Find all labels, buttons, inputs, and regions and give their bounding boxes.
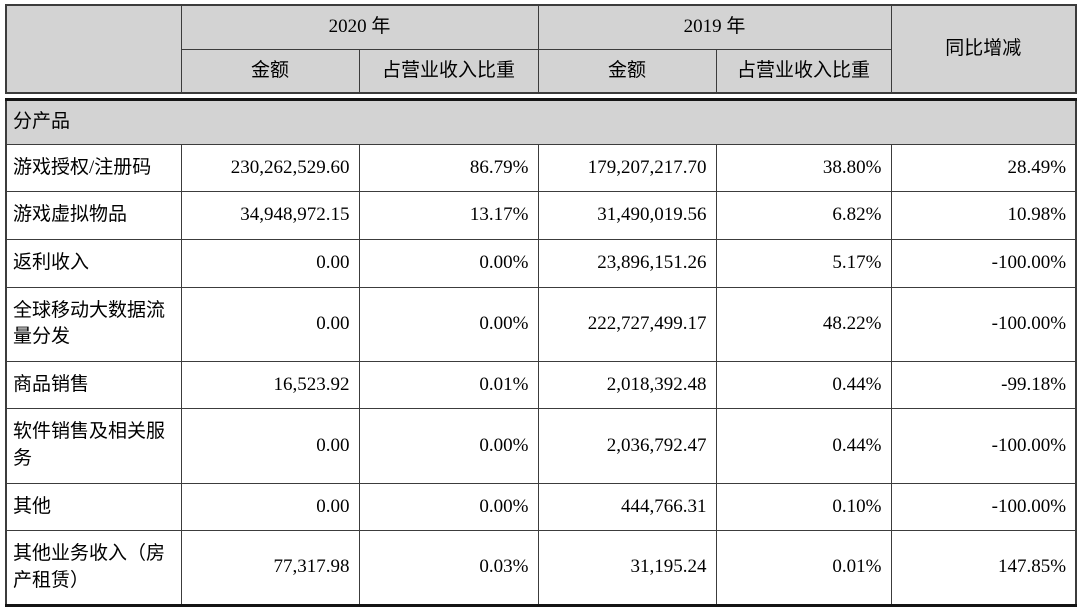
amount-2019-cell: 23,896,151.26 — [537, 238, 717, 288]
table-header: 2020 年 2019 年 同比增减 金额 占营业收入比重 金额 占营业收入比重 — [5, 4, 1078, 95]
pct-2019-cell: 48.22% — [715, 286, 892, 362]
amount-2019-cell: 31,195.24 — [537, 530, 717, 607]
pct-2019-cell: 0.44% — [715, 408, 892, 484]
pct-2020-cell: 0.01% — [358, 360, 539, 410]
yoy-cell: 28.49% — [890, 143, 1077, 193]
yoy-cell: -100.00% — [890, 238, 1077, 288]
amount-2020-cell: 0.00 — [180, 286, 360, 362]
amount-2020-cell: 34,948,972.15 — [180, 191, 360, 240]
corner-cell — [5, 4, 182, 94]
pct-2020-cell: 86.79% — [358, 143, 539, 193]
pct-2019-cell: 0.01% — [715, 530, 892, 607]
table-row: 游戏虚拟物品 34,948,972.15 13.17% 31,490,019.5… — [5, 191, 1077, 240]
amount-header-2019: 金额 — [537, 48, 717, 94]
yoy-cell: -100.00% — [890, 408, 1077, 484]
row-label: 游戏虚拟物品 — [5, 191, 182, 240]
amount-2020-cell: 0.00 — [180, 482, 360, 532]
row-label: 全球移动大数据流量分发 — [5, 286, 182, 362]
amount-2020-cell: 16,523.92 — [180, 360, 360, 410]
amount-2019-cell: 179,207,217.70 — [537, 143, 717, 193]
pct-2020-cell: 0.00% — [358, 408, 539, 484]
pct-2020-cell: 13.17% — [358, 191, 539, 240]
table-row: 其他业务收入（房产租赁） 77,317.98 0.03% 31,195.24 0… — [5, 530, 1077, 607]
yoy-cell: 147.85% — [890, 530, 1077, 607]
pct-header-2019: 占营业收入比重 — [715, 48, 892, 94]
pct-2019-cell: 0.44% — [715, 360, 892, 410]
table-row: 软件销售及相关服务 0.00 0.00% 2,036,792.47 0.44% … — [5, 408, 1077, 484]
amount-header-2020: 金额 — [180, 48, 360, 94]
pct-2019-cell: 6.82% — [715, 191, 892, 240]
yoy-cell: -100.00% — [890, 482, 1077, 532]
table-row: 返利收入 0.00 0.00% 23,896,151.26 5.17% -100… — [5, 238, 1077, 288]
table-row: 商品销售 16,523.92 0.01% 2,018,392.48 0.44% … — [5, 360, 1077, 410]
header-row-years: 2020 年 2019 年 同比增减 — [5, 4, 1077, 94]
table-row: 其他 0.00 0.00% 444,766.31 0.10% -100.00% — [5, 482, 1077, 532]
amount-2020-cell: 0.00 — [180, 238, 360, 288]
section-row: 分产品 — [5, 99, 1077, 145]
table-row: 游戏授权/注册码 230,262,529.60 86.79% 179,207,2… — [5, 143, 1077, 193]
pct-header-2020: 占营业收入比重 — [358, 48, 539, 94]
pct-2020-cell: 0.00% — [358, 482, 539, 532]
row-label: 返利收入 — [5, 238, 182, 288]
amount-2019-cell: 31,490,019.56 — [537, 191, 717, 240]
year-2019-header: 2019 年 — [537, 4, 892, 50]
pct-2020-cell: 0.00% — [358, 238, 539, 288]
section-header: 分产品 — [5, 99, 1077, 145]
row-label: 游戏授权/注册码 — [5, 143, 182, 193]
amount-2020-cell: 230,262,529.60 — [180, 143, 360, 193]
amount-2020-cell: 77,317.98 — [180, 530, 360, 607]
amount-2019-cell: 444,766.31 — [537, 482, 717, 532]
row-label: 商品销售 — [5, 360, 182, 410]
table-body: 分产品 游戏授权/注册码 230,262,529.60 86.79% 179,2… — [5, 98, 1078, 608]
row-label: 其他业务收入（房产租赁） — [5, 530, 182, 607]
yoy-cell: -99.18% — [890, 360, 1077, 410]
row-label: 其他 — [5, 482, 182, 532]
amount-2019-cell: 2,036,792.47 — [537, 408, 717, 484]
amount-2019-cell: 2,018,392.48 — [537, 360, 717, 410]
revenue-by-product-table: 2020 年 2019 年 同比增减 金额 占营业收入比重 金额 占营业收入比重… — [5, 4, 1078, 608]
year-2020-header: 2020 年 — [180, 4, 539, 50]
header-row-metrics: 金额 占营业收入比重 金额 占营业收入比重 — [6, 48, 1076, 94]
pct-2020-cell: 0.03% — [358, 530, 539, 607]
yoy-cell: -100.00% — [890, 286, 1077, 362]
row-label: 软件销售及相关服务 — [5, 408, 182, 484]
amount-2020-cell: 0.00 — [180, 408, 360, 484]
pct-2020-cell: 0.00% — [358, 286, 539, 362]
table-row: 全球移动大数据流量分发 0.00 0.00% 222,727,499.17 48… — [5, 286, 1077, 362]
yoy-header: 同比增减 — [890, 4, 1077, 94]
yoy-cell: 10.98% — [890, 191, 1077, 240]
pct-2019-cell: 38.80% — [715, 143, 892, 193]
amount-2019-cell: 222,727,499.17 — [537, 286, 717, 362]
pct-2019-cell: 0.10% — [715, 482, 892, 532]
pct-2019-cell: 5.17% — [715, 238, 892, 288]
